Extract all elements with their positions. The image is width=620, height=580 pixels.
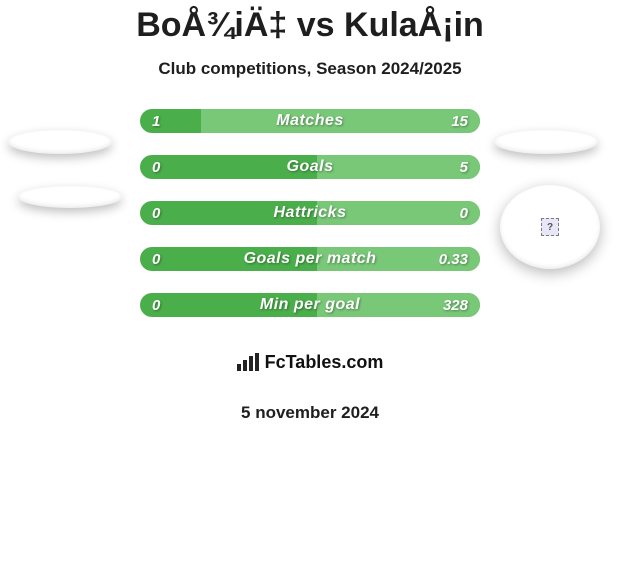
brand-text: FcTables.com xyxy=(265,352,384,373)
headline: BoÅ¾iÄ‡ vs KulaÅ¡in xyxy=(0,6,620,45)
decor-circle-mark: ? xyxy=(541,218,559,236)
stat-bar: 0Min per goal328 xyxy=(140,293,480,317)
stat-label: Goals xyxy=(140,155,480,179)
stat-label: Hattricks xyxy=(140,201,480,225)
stat-bar: 0Goals5 xyxy=(140,155,480,179)
stat-label: Matches xyxy=(140,109,480,133)
decor-ellipse-top-left xyxy=(8,130,112,154)
decor-ellipse-mid-left xyxy=(18,186,122,208)
stat-bar: 0Hattricks0 xyxy=(140,201,480,225)
stat-label: Goals per match xyxy=(140,247,480,271)
stat-value-right: 0.33 xyxy=(439,247,468,271)
stat-value-right: 0 xyxy=(460,201,468,225)
stat-label: Min per goal xyxy=(140,293,480,317)
stat-value-right: 15 xyxy=(451,109,468,133)
subhead: Club competitions, Season 2024/2025 xyxy=(0,59,620,79)
stat-value-right: 328 xyxy=(443,293,468,317)
footer-date: 5 november 2024 xyxy=(0,403,620,423)
stat-value-right: 5 xyxy=(460,155,468,179)
brand-bars-icon xyxy=(237,353,259,371)
decor-ellipse-top-right xyxy=(494,130,598,154)
stat-bars: 1Matches150Goals50Hattricks00Goals per m… xyxy=(140,109,480,317)
comparison-card: BoÅ¾iÄ‡ vs KulaÅ¡in Club competitions, S… xyxy=(0,6,620,580)
decor-circle-right: ? xyxy=(500,185,600,269)
stat-bar: 0Goals per match0.33 xyxy=(140,247,480,271)
brand-badge[interactable]: FcTables.com xyxy=(200,339,420,385)
stat-bar: 1Matches15 xyxy=(140,109,480,133)
